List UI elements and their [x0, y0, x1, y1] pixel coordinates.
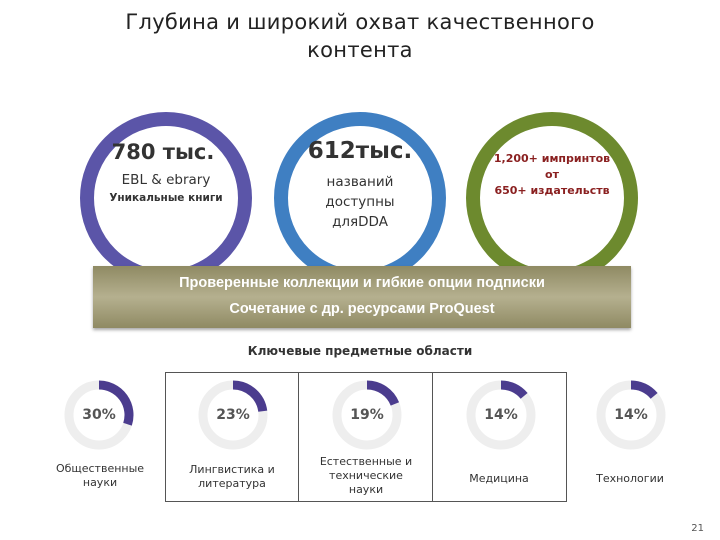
- slide-title: Глубина и широкий охват качественного ко…: [60, 8, 660, 64]
- subject-label-line: Лингвистика и: [189, 463, 275, 476]
- donut-social-sciences: [64, 380, 134, 450]
- ring3-line2: от: [545, 168, 559, 181]
- ring3-line3: 650+ издательств: [494, 184, 610, 197]
- ring2-line3: доступны: [325, 194, 395, 210]
- subject-label-natural-sciences: Естественные и технические науки: [306, 455, 426, 497]
- percent-social-sciences: 30%: [82, 407, 116, 423]
- subject-label-line: науки: [348, 483, 384, 496]
- donut-arc: [98, 380, 134, 426]
- donut-arc: [232, 380, 268, 413]
- donut-technology: [596, 380, 666, 450]
- subjects-divider-2: [432, 372, 433, 502]
- page-number: 21: [691, 523, 704, 534]
- percent-medicine: 14%: [484, 407, 518, 423]
- ring2-headline: 612тыс.: [307, 138, 413, 164]
- ring1-headline: 780 тыс.: [111, 140, 215, 164]
- donut-linguistics: [198, 380, 268, 450]
- donut-arc: [630, 380, 658, 399]
- ring2-line2: названий: [326, 174, 394, 190]
- subject-label-line: технические: [329, 469, 403, 482]
- donut-arc: [366, 380, 400, 406]
- subject-label-technology: Технологии: [570, 472, 690, 486]
- donut-medicine: [466, 380, 536, 450]
- donut-natural-sciences: [332, 380, 402, 450]
- percent-natural-sciences: 19%: [350, 407, 384, 423]
- ring1-line3: Уникальные книги: [109, 192, 223, 204]
- donut-arc: [500, 380, 528, 399]
- percent-linguistics: 23%: [216, 407, 250, 423]
- subjects-heading: Ключевые предметные области: [247, 344, 473, 358]
- subjects-divider-1: [298, 372, 299, 502]
- subjects-frame: [165, 372, 567, 502]
- ring-dda-titles: 612тыс. названий доступны дляDDA: [274, 112, 446, 284]
- subject-label-line: Общественные: [55, 462, 145, 475]
- subject-label-linguistics: Лингвистика и литература: [172, 463, 292, 491]
- features-banner: Проверенные коллекции и гибкие опции под…: [93, 266, 631, 328]
- subject-label-line: литература: [198, 477, 266, 490]
- banner-line-1: Проверенные коллекции и гибкие опции под…: [179, 275, 545, 291]
- ring-imprints: 1,200+ импринтов от 650+ издательств: [466, 112, 638, 284]
- subject-label-medicine: Медицина: [439, 472, 559, 486]
- title-line-1: Глубина и широкий охват качественного: [125, 10, 595, 34]
- ring2-line4: дляDDA: [332, 214, 388, 230]
- title-line-2: контента: [307, 38, 413, 62]
- ring3-line1: 1,200+ импринтов: [493, 152, 611, 165]
- percent-technology: 14%: [614, 407, 648, 423]
- ring-unique-books: 780 тыс. EBL & ebrary Уникальные книги: [80, 112, 252, 284]
- subject-label-line: Технологии: [596, 472, 664, 485]
- subject-label-social-sciences: Общественные науки: [40, 462, 160, 490]
- ring1-line2: EBL & ebrary: [121, 172, 211, 188]
- banner-line-2: Сочетание с др. ресурсами ProQuest: [229, 301, 495, 317]
- subject-label-line: Естественные и: [319, 455, 413, 468]
- subject-label-line: Медицина: [469, 472, 529, 485]
- subject-label-line: науки: [82, 476, 118, 489]
